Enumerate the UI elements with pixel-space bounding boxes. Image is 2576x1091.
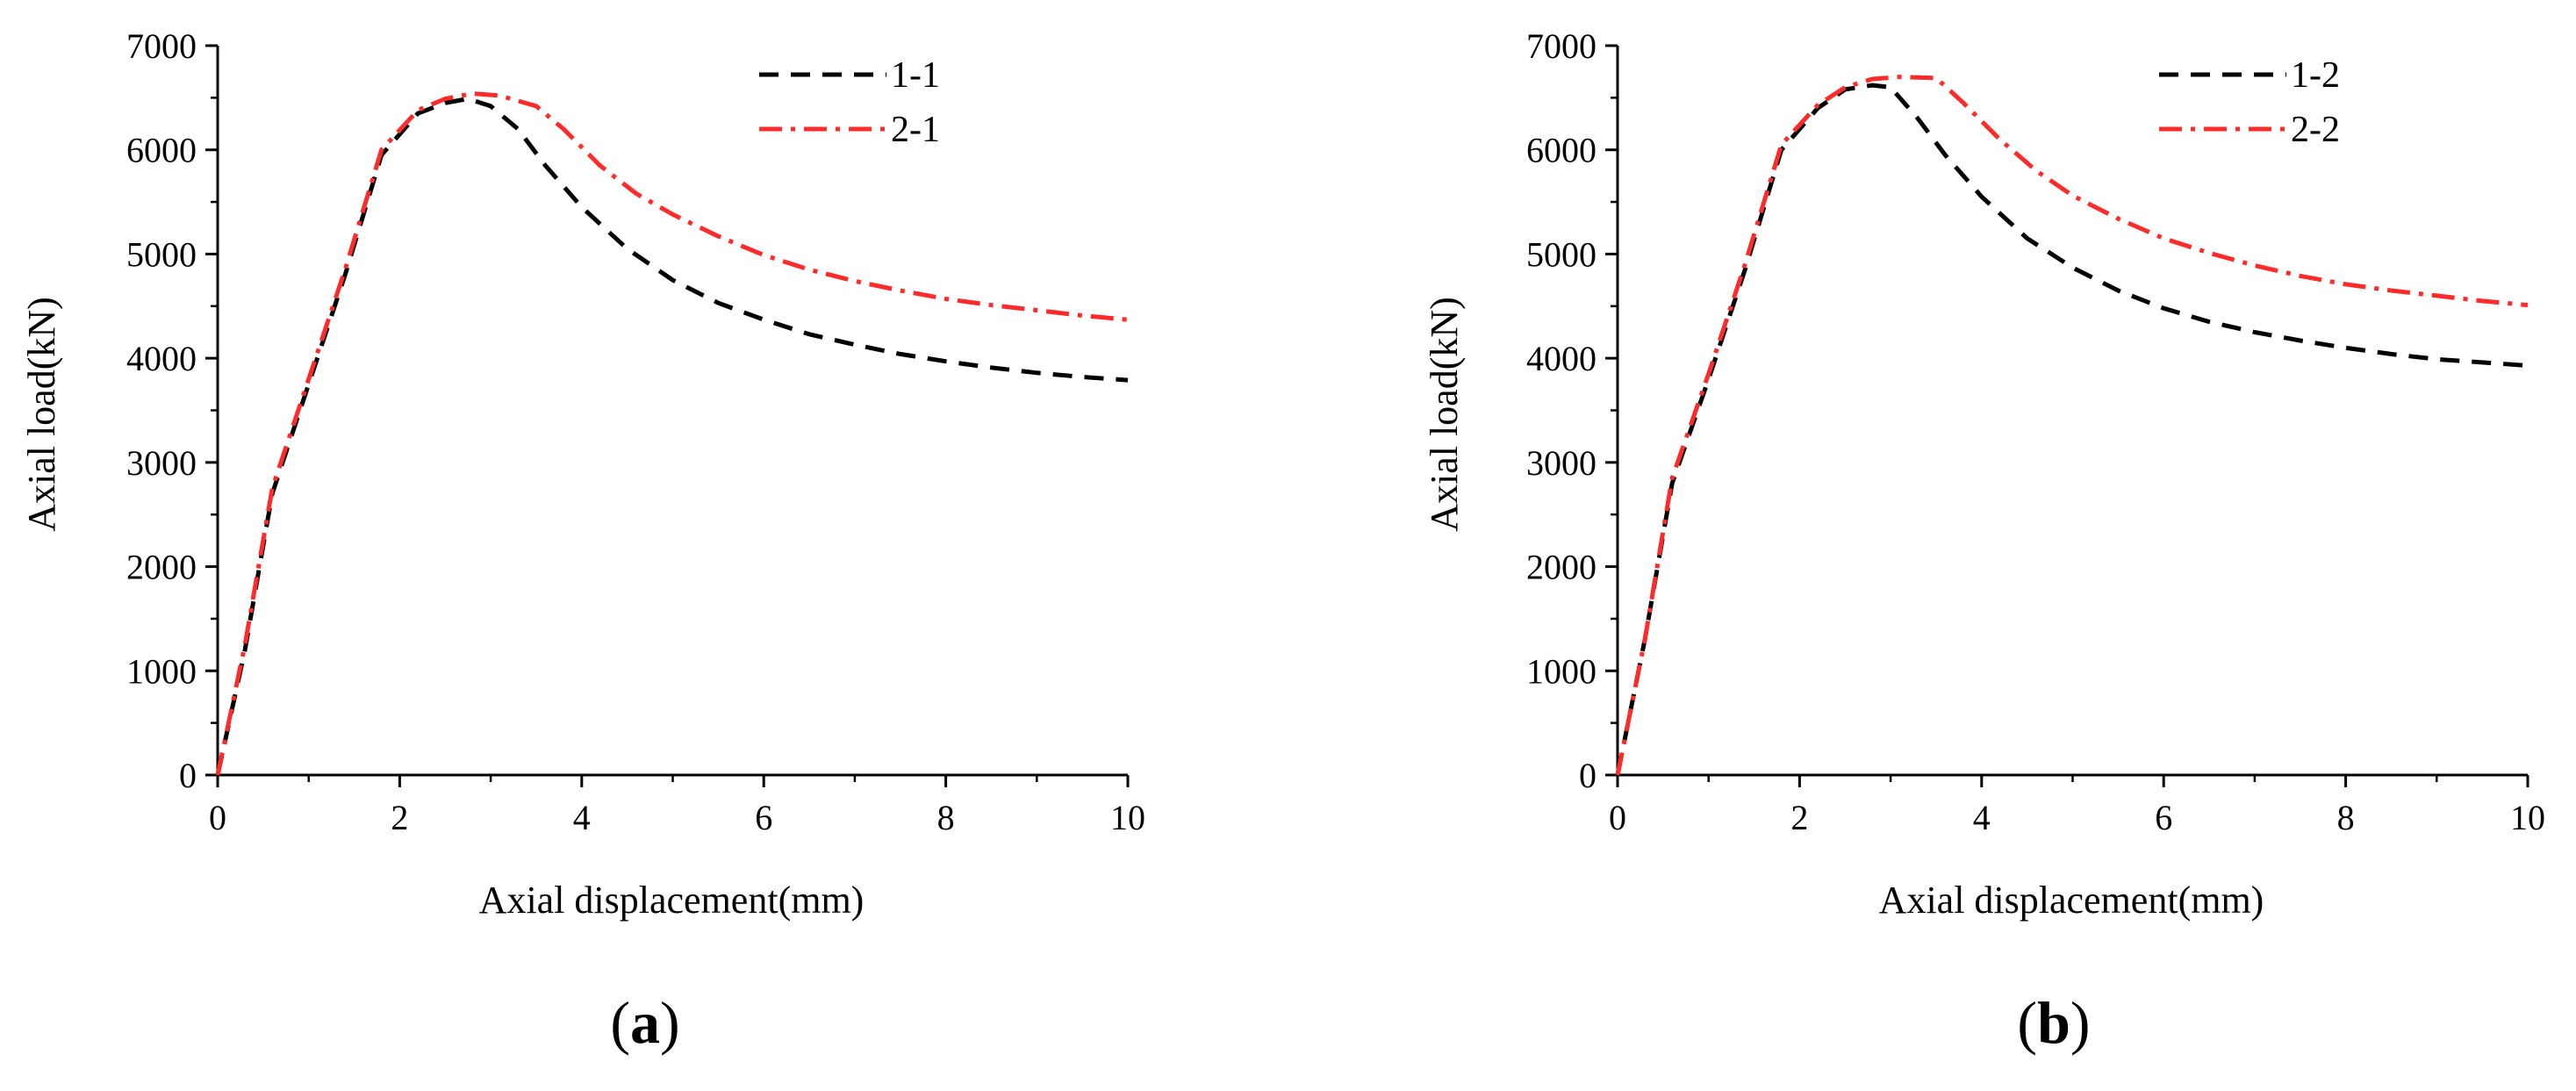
y-tick-label-a: 5000 (126, 234, 197, 274)
y-tick-label-b: 3000 (1526, 443, 1597, 483)
y-tick-label-a: 2000 (126, 548, 197, 587)
x-tick-label-b: 6 (2155, 798, 2172, 837)
y-tick-label-a: 6000 (126, 131, 197, 170)
legend-label-1-1: 1-1 (891, 55, 940, 96)
panel-b: 0 2 4 6 8 10 0 1000 2000 3000 4000 5000 6000 7000 1-2 2… (1423, 26, 2545, 1056)
x-axis-title-a: Axial displacement(mm) (479, 879, 865, 922)
y-tick-label-b: 0 (1579, 756, 1597, 795)
y-tick-label-a: 0 (179, 756, 197, 795)
panel-letter-b: b (2037, 989, 2070, 1056)
plot-area-b: 0 2 4 6 8 10 0 1000 2000 3000 4000 5000 6000 7000 1-2 2… (1526, 26, 2545, 837)
y-tick-label-a: 4000 (126, 339, 197, 378)
series-line-1-2 (1615, 83, 2529, 776)
y-axis-title-a: Axial load(kN) (20, 297, 63, 532)
y-tick-label-b: 2000 (1526, 548, 1597, 587)
x-tick-label-b: 0 (1609, 798, 1626, 837)
x-tick-label-a: 0 (209, 798, 226, 837)
x-tick-label-b: 2 (1790, 798, 1808, 837)
series-line-2-2 (1615, 75, 2529, 776)
panel-a: 0 2 4 6 8 10 0 1000 2000 3000 4000 5000 6000 7000 1-1 2… (20, 26, 1145, 1056)
x-tick-label-b: 4 (1973, 798, 1991, 837)
x-tick-label-a: 6 (755, 798, 772, 837)
y-axis-title-b: Axial load(kN) (1423, 297, 1466, 532)
y-tick-label-a: 7000 (126, 26, 197, 66)
legend-label-2-2: 2-2 (2291, 110, 2340, 150)
panel-letter-a: a (630, 989, 660, 1056)
y-tick-label-a: 1000 (126, 651, 197, 691)
x-tick-label-a: 4 (573, 798, 591, 837)
series-line-2-1 (215, 91, 1129, 776)
y-tick-label-b: 4000 (1526, 339, 1597, 378)
legend-label-2-1: 2-1 (891, 110, 940, 150)
y-tick-label-b: 5000 (1526, 234, 1597, 274)
y-tick-label-b: 6000 (1526, 131, 1597, 170)
y-tick-label-b: 7000 (1526, 26, 1597, 66)
x-tick-label-a: 10 (1110, 798, 1145, 837)
plot-area-a: 0 2 4 6 8 10 0 1000 2000 3000 4000 5000 6000 7000 1-1 2… (126, 26, 1145, 837)
panel-label-a: (a) (610, 989, 679, 1056)
x-axis-title-b: Axial displacement(mm) (1879, 879, 2264, 922)
y-tick-label-a: 3000 (126, 443, 197, 483)
x-tick-label-b: 10 (2510, 798, 2545, 837)
series-line-1-1 (215, 97, 1129, 776)
x-tick-label-a: 8 (937, 798, 955, 837)
y-tick-label-b: 1000 (1526, 651, 1597, 691)
panel-label-b: (b) (2017, 989, 2090, 1056)
legend-label-1-2: 1-2 (2291, 55, 2340, 96)
x-tick-label-b: 8 (2337, 798, 2355, 837)
x-tick-label-a: 2 (391, 798, 408, 837)
